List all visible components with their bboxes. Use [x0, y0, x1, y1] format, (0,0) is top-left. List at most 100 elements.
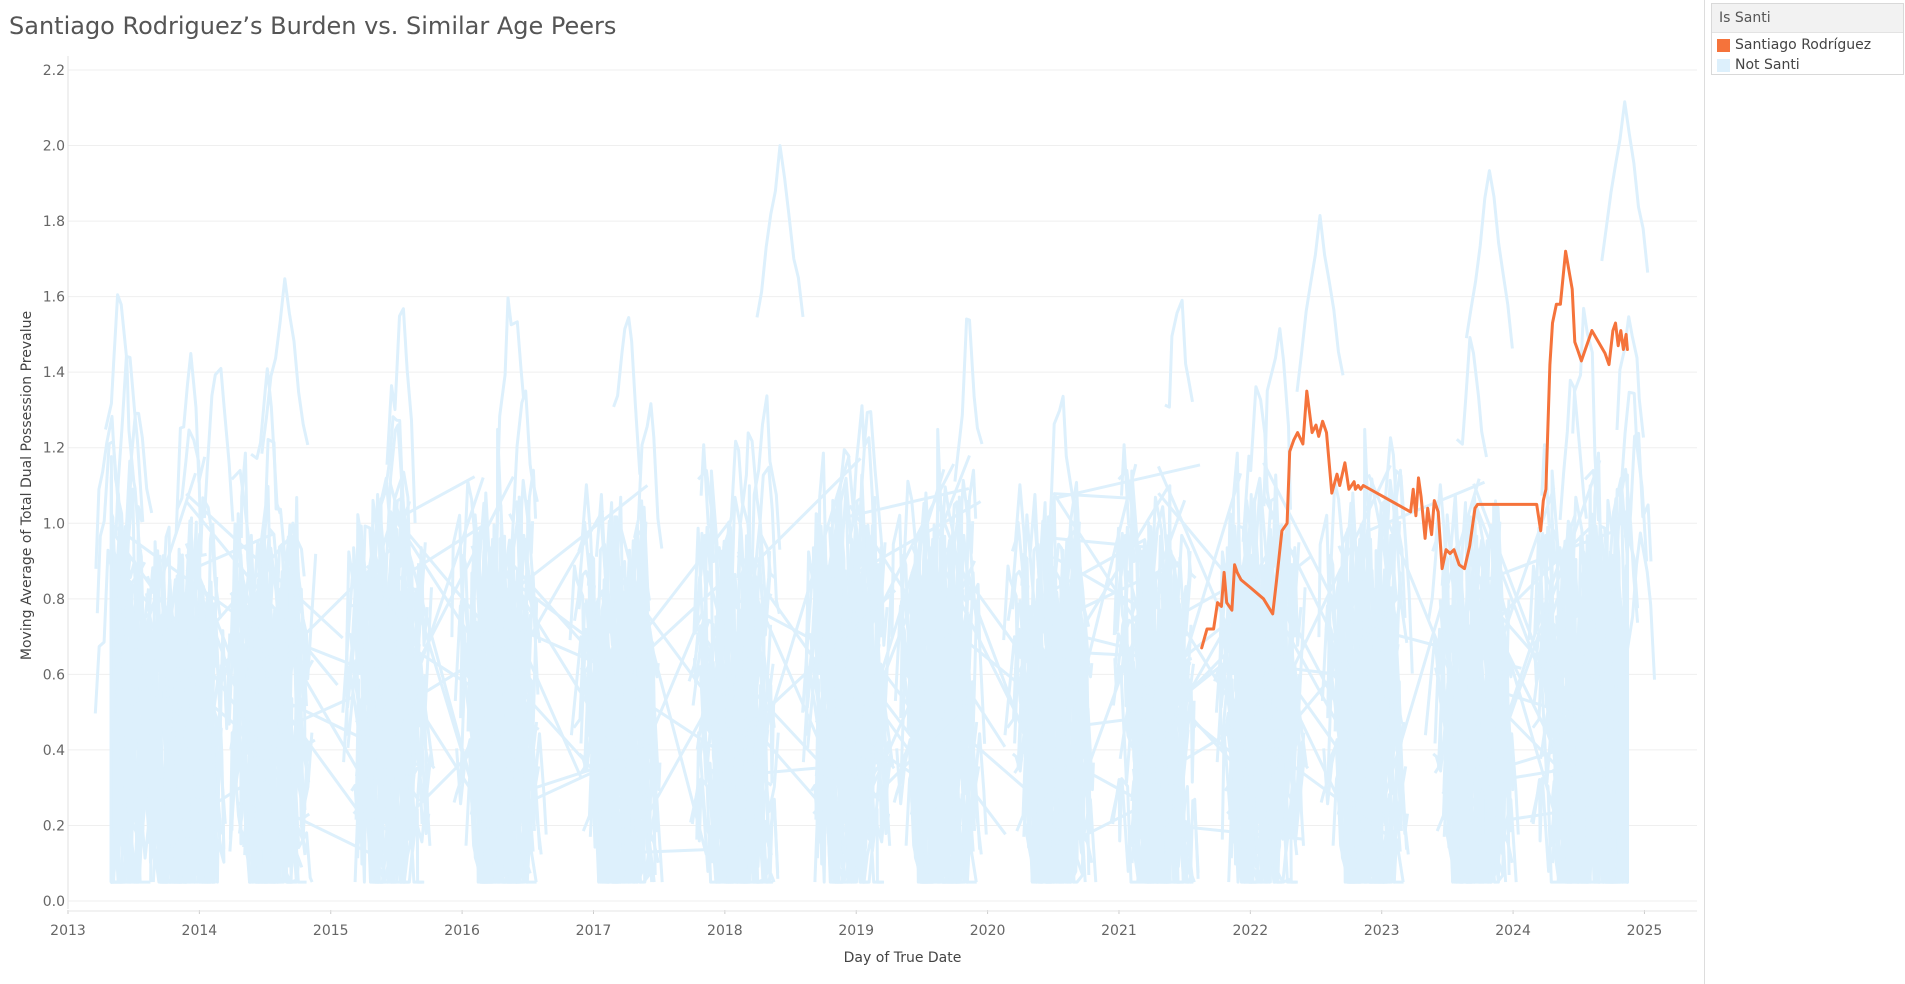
- peer-line: [598, 749, 656, 884]
- peer-line: [496, 296, 526, 481]
- peer-line: [500, 563, 654, 810]
- peer-line: [1581, 659, 1629, 858]
- y-tick-label: 0.4: [43, 743, 65, 759]
- peer-line: [931, 485, 964, 688]
- peer-line: [1441, 677, 1514, 884]
- peer-line: [508, 389, 539, 523]
- peer-line: [388, 509, 532, 731]
- x-tick-label: 2018: [707, 923, 743, 939]
- peer-line: [953, 317, 984, 482]
- peer-line: [618, 576, 737, 734]
- peer-line: [113, 622, 257, 743]
- peer-line: [1588, 536, 1629, 861]
- peer-line: [143, 616, 223, 795]
- peer-line: [185, 738, 316, 824]
- legend-item-not-santi[interactable]: Not Santi: [1712, 55, 1903, 75]
- peer-line: [736, 455, 851, 823]
- peer-line: [1377, 436, 1407, 618]
- x-tick-label: 2022: [1233, 923, 1269, 939]
- peer-line: [833, 591, 881, 808]
- peer-line: [184, 553, 304, 868]
- peer-line: [1052, 492, 1176, 683]
- peer-line: [1472, 584, 1587, 713]
- peer-line: [1463, 508, 1494, 694]
- peer-line: [1046, 394, 1078, 555]
- peer-line: [112, 533, 243, 716]
- peer-line: [1157, 592, 1286, 725]
- peer-line: [755, 144, 805, 318]
- peer-line: [1262, 462, 1367, 664]
- peer-line: [687, 624, 766, 884]
- peer-line: [586, 645, 634, 814]
- x-tick-label: 2020: [970, 923, 1006, 939]
- peer-line: [848, 654, 968, 810]
- y-tick-label: 2.0: [43, 139, 65, 155]
- y-tick-label: 1.8: [43, 214, 65, 230]
- peer-line: [846, 404, 877, 583]
- peer-line: [271, 631, 399, 684]
- peer-line: [382, 423, 414, 634]
- peer-line: [1558, 378, 1588, 521]
- peer-line: [832, 448, 864, 630]
- peer-line: [1029, 682, 1079, 884]
- legend[interactable]: Is Santi Santiago Rodríguez Not Santi: [1711, 3, 1904, 75]
- peer-line: [1241, 385, 1274, 542]
- peer-line: [1164, 298, 1194, 409]
- peer-line: [1053, 715, 1148, 731]
- peer-line: [175, 428, 207, 557]
- peer-line: [1472, 680, 1590, 800]
- peer-line: [104, 293, 136, 482]
- peer-line: [1473, 766, 1573, 786]
- peer-line: [1262, 642, 1383, 811]
- peer-line: [1335, 571, 1402, 852]
- peer-line: [618, 684, 773, 787]
- peer-line: [270, 693, 425, 770]
- peer-line: [123, 411, 154, 602]
- peer-line: [365, 653, 412, 884]
- peer-line: [1473, 530, 1612, 587]
- peer-line: [722, 439, 754, 594]
- peer-line: [737, 761, 880, 777]
- legend-item-santiago[interactable]: Santiago Rodríguez: [1712, 35, 1903, 55]
- peer-line: [1615, 315, 1645, 438]
- peer-line: [618, 523, 708, 856]
- line-chart: 0.0 0.2 0.4 0.6 0.8 1.0 1.2 1.4 1.6 1.8 2.0 2.2 2013…: [19, 56, 1697, 966]
- peer-line: [1255, 552, 1287, 712]
- peer-line: [1358, 477, 1389, 579]
- peer-line: [854, 410, 885, 562]
- peer-line: [1262, 564, 1403, 828]
- x-axis-title: Day of True Date: [844, 950, 962, 966]
- peer-line: [1052, 799, 1155, 853]
- santiago-line[interactable]: [1200, 249, 1629, 650]
- peer-line: [389, 524, 484, 587]
- peer-line: [736, 708, 847, 833]
- peer-line: [184, 542, 310, 855]
- peer-line: [471, 813, 533, 884]
- peer-line: [633, 402, 664, 549]
- peer-line: [1455, 336, 1488, 458]
- peer-line: [848, 730, 941, 794]
- x-tick-label: 2013: [50, 923, 86, 939]
- peer-line: [371, 529, 402, 631]
- peer-line: [93, 548, 125, 743]
- peer-line: [1157, 604, 1298, 718]
- peer-line: [270, 803, 387, 862]
- x-tick-label: 2024: [1495, 923, 1531, 939]
- peer-line: [1262, 327, 1292, 510]
- peer-line: [260, 277, 310, 454]
- legend-title: Is Santi: [1712, 4, 1903, 33]
- peer-line: [240, 613, 313, 877]
- peer-line: [1052, 560, 1179, 624]
- peer-line: [848, 468, 946, 777]
- peer-line: [1625, 531, 1656, 680]
- y-tick-label: 1.2: [43, 441, 65, 457]
- y-tick-label: 1.0: [43, 516, 65, 532]
- peer-line: [273, 535, 306, 711]
- peer-line: [1011, 558, 1090, 735]
- peer-line: [1367, 478, 1481, 852]
- peer-line: [1024, 593, 1088, 831]
- y-tick-label: 1.6: [43, 290, 65, 306]
- peer-line: [848, 560, 976, 838]
- peer-line: [500, 509, 605, 688]
